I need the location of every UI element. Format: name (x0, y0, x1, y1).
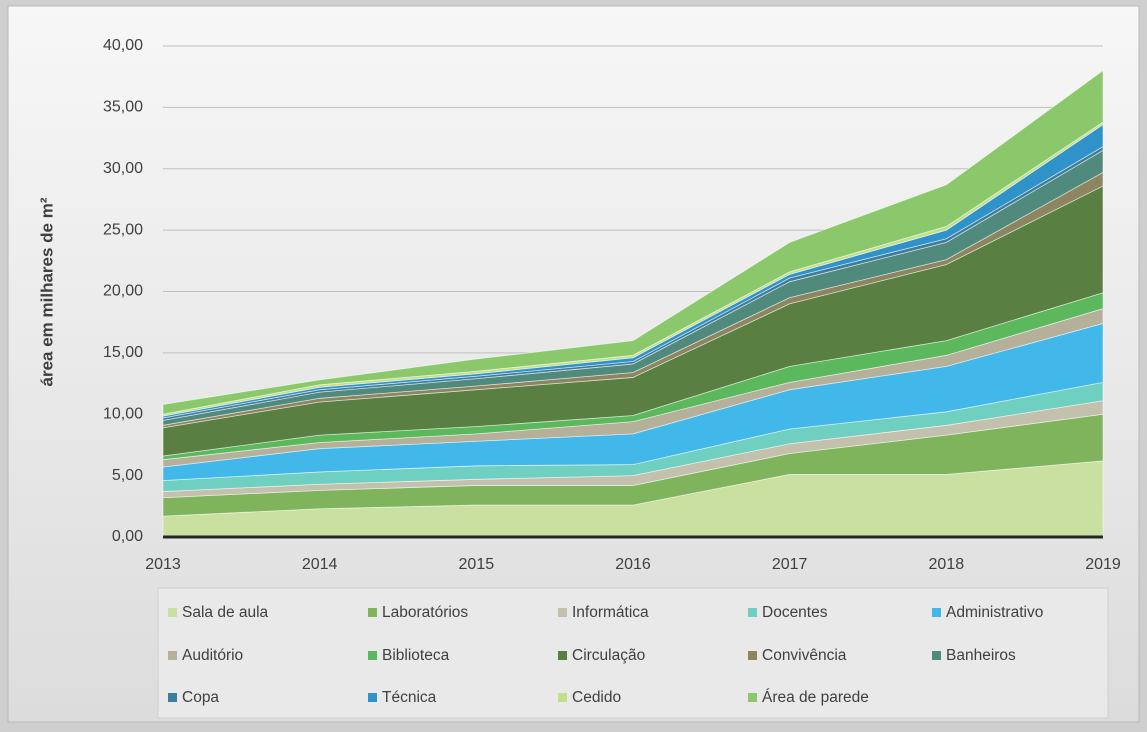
area (162, 69, 1104, 415)
legend-swatch (368, 693, 377, 702)
legend: Sala de aula Laboratórios Informática Docen… (168, 604, 1043, 706)
legend-label: Técnica (382, 689, 437, 706)
legend-swatch (168, 651, 177, 660)
legend-label: Administrativo (946, 604, 1043, 621)
y-tick-label: 25,00 (103, 221, 143, 238)
legend-label: Docentes (762, 604, 828, 621)
legend-label: Informática (572, 604, 649, 621)
legend-swatch (748, 651, 757, 660)
y-tick-label: 5,00 (112, 467, 143, 484)
y-axis-label: área em milhares de m² (37, 197, 56, 386)
legend-label: Auditório (182, 647, 243, 664)
legend-swatch (932, 651, 941, 660)
legend-swatch (368, 651, 377, 660)
legend-label: Circulação (572, 647, 645, 664)
legend-label: Laboratórios (382, 604, 468, 621)
x-tick-label: 2016 (615, 556, 651, 573)
y-tick-label: 30,00 (103, 160, 143, 177)
y-tick-label: 0,00 (112, 528, 143, 545)
legend-swatch (932, 608, 941, 617)
legend-swatch (748, 608, 757, 617)
legend-label: Copa (182, 689, 219, 706)
legend-swatch (558, 608, 567, 617)
x-tick-label: 2017 (772, 556, 808, 573)
legend-swatch (558, 651, 567, 660)
y-tick-label: 10,00 (103, 405, 143, 422)
legend-label: Biblioteca (382, 647, 450, 664)
legend-label: Sala de aula (182, 604, 269, 621)
legend-swatch (168, 608, 177, 617)
legend-label: Cedido (572, 689, 621, 706)
y-tick-label: 35,00 (103, 99, 143, 116)
legend-label: Banheiros (946, 647, 1016, 664)
x-tick-label: 2013 (145, 556, 181, 573)
x-tick-label: 2019 (1085, 556, 1121, 573)
legend-swatch (558, 693, 567, 702)
legend-box (157, 587, 1109, 719)
y-tick-label: 15,00 (103, 344, 143, 361)
legend-label: Convivência (762, 647, 847, 664)
legend-swatch (368, 608, 377, 617)
legend-label: Área de parede (762, 689, 869, 706)
x-tick-label: 2018 (929, 556, 965, 573)
y-tick-label: 20,00 (103, 283, 143, 300)
y-tick-label: 40,00 (103, 37, 143, 54)
legend-swatch (748, 693, 757, 702)
legend-swatch (168, 693, 177, 702)
x-tick-label: 2015 (459, 556, 495, 573)
x-tick-label: 2014 (302, 556, 338, 573)
